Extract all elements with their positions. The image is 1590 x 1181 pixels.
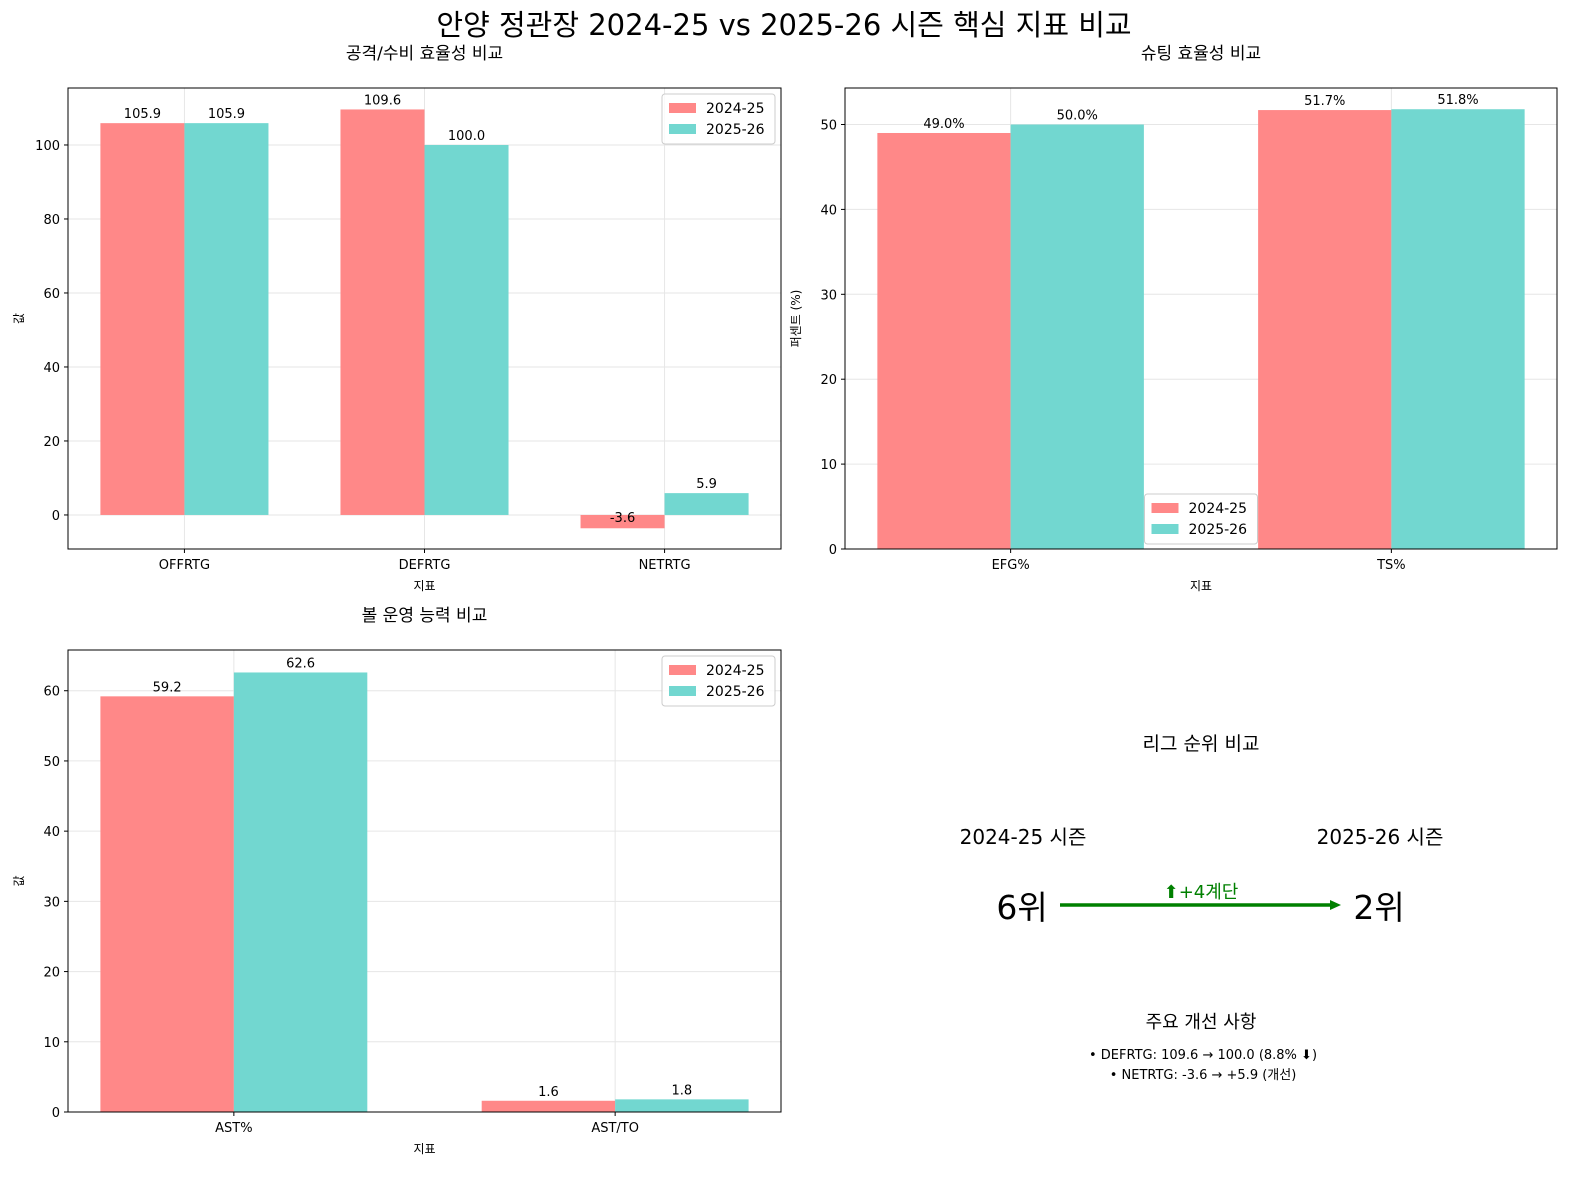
y-tick-label: 40 xyxy=(43,825,60,840)
legend-label: 2025-26 xyxy=(706,122,765,138)
axes-frame xyxy=(67,649,782,1113)
chart-3: 0 10 20 30 40 50 60 59.2 1.6 62.6 1.8 AST% AST/TO 볼 운… xyxy=(12,606,782,1156)
rank-arrow-head xyxy=(1330,900,1341,910)
data-label: 51.8% xyxy=(1437,93,1478,108)
x-tick-label: DEFRTG xyxy=(399,558,451,573)
bar-2024-25-TS% xyxy=(1258,110,1392,549)
y-tick-label: 20 xyxy=(43,435,60,450)
data-label: 100.0 xyxy=(448,129,485,144)
bar-2025-26-TS% xyxy=(1391,109,1525,550)
x-axis-label: 지표 xyxy=(1190,579,1212,593)
y-tick-label: 40 xyxy=(820,203,837,218)
legend-label: 2024-25 xyxy=(1189,501,1248,517)
bar-2024-25-AST/TO xyxy=(481,1100,616,1112)
y-axis-label: 값 xyxy=(12,313,26,324)
rank-left-value: 6위 xyxy=(996,888,1048,927)
y-axis-label: 값 xyxy=(12,875,26,886)
bar-2024-25-NETRTG xyxy=(580,514,665,529)
rank-left-season: 2024-25 시즌 xyxy=(959,825,1087,849)
bar-2025-26-AST/TO xyxy=(615,1099,749,1112)
data-label: 62.6 xyxy=(286,656,315,671)
rank-right-season: 2025-26 시즌 xyxy=(1316,825,1444,849)
y-tick-label: 80 xyxy=(43,213,60,228)
chart-title: 공격/수비 효율성 비교 xyxy=(346,44,503,64)
chart-title: 볼 운영 능력 비교 xyxy=(362,606,488,626)
improve-item: • NETRTG: -3.6 → +5.9 (개선) xyxy=(1109,1068,1297,1083)
rank-right-value: 2위 xyxy=(1353,888,1405,927)
chart-title: 슈팅 효율성 비교 xyxy=(1141,44,1261,64)
data-label: 105.9 xyxy=(208,107,245,122)
legend-swatch xyxy=(1151,503,1179,513)
legend: 2024-25 2025-26 xyxy=(661,93,776,145)
bar-2024-25-OFFRTG xyxy=(100,123,185,515)
legend-label: 2024-25 xyxy=(706,663,765,679)
y-tick-label: 10 xyxy=(43,1036,60,1051)
bar-2025-26-NETRTG xyxy=(664,493,749,515)
x-tick-label: NETRTG xyxy=(639,558,691,573)
y-tick-label: 0 xyxy=(52,509,60,524)
chart-1: 0 20 40 60 80 100 105.9 109.6 -3.6 105.9 100.0 5.9 O… xyxy=(12,44,782,593)
y-tick-label: 50 xyxy=(43,755,60,770)
data-label: 49.0% xyxy=(923,117,964,132)
x-axis-label: 지표 xyxy=(413,1142,435,1156)
bar-2025-26-DEFRTG xyxy=(424,144,509,515)
y-tick-label: 20 xyxy=(43,966,60,981)
data-label: 59.2 xyxy=(153,680,182,695)
data-label: 109.6 xyxy=(364,93,401,108)
data-label: 5.9 xyxy=(696,477,717,492)
x-tick-label: OFFRTG xyxy=(159,558,210,573)
y-axis-label: 퍼센트 (%) xyxy=(789,290,803,348)
y-tick-label: 60 xyxy=(43,287,60,302)
x-tick-label: EFG% xyxy=(992,558,1030,573)
figure-title: 안양 정관장 2024-25 vs 2025-26 시즌 핵심 지표 비교 xyxy=(436,8,1132,42)
data-label: 1.8 xyxy=(672,1083,693,1098)
y-tick-label: 20 xyxy=(820,373,837,388)
y-tick-label: 40 xyxy=(43,361,60,376)
bar-2024-25-DEFRTG xyxy=(340,109,425,515)
y-tick-label: 0 xyxy=(52,1106,60,1121)
legend-swatch xyxy=(669,124,696,134)
legend-swatch xyxy=(1151,524,1179,534)
y-tick-label: 10 xyxy=(820,458,837,473)
legend-label: 2025-26 xyxy=(706,684,765,700)
y-tick-label: 60 xyxy=(43,685,60,700)
bar-2025-26-EFG% xyxy=(1010,124,1144,550)
x-axis-label: 지표 xyxy=(413,579,435,593)
bar-2024-25-EFG% xyxy=(877,132,1011,549)
y-tick-label: 30 xyxy=(43,895,60,910)
legend-swatch xyxy=(669,686,696,696)
legend-label: 2024-25 xyxy=(706,101,765,117)
data-label: 51.7% xyxy=(1304,94,1345,109)
rank-change-label: ⬆+4계단 xyxy=(1163,882,1239,903)
y-tick-label: 50 xyxy=(820,119,837,134)
bar-2024-25-AST% xyxy=(100,696,234,1112)
chart-2: 0 10 20 30 40 50 49.0% 51.7% 50.0% 51.8% EFG% TS% 슈팅… xyxy=(789,44,1558,593)
improve-item: • DEFRTG: 109.6 → 100.0 (8.8% ⬇) xyxy=(1088,1048,1318,1063)
data-label: -3.6 xyxy=(610,511,635,526)
x-tick-label: AST/TO xyxy=(591,1121,639,1136)
legend: 2024-25 2025-26 xyxy=(1144,493,1258,545)
data-label: 105.9 xyxy=(124,107,161,122)
legend-label: 2025-26 xyxy=(1189,522,1248,538)
y-tick-label: 0 xyxy=(829,543,837,558)
data-label: 1.6 xyxy=(538,1085,559,1100)
legend: 2024-25 2025-26 xyxy=(661,655,776,707)
improve-title: 주요 개선 사항 xyxy=(1145,1012,1257,1033)
bar-2025-26-AST% xyxy=(233,672,368,1112)
x-tick-label: TS% xyxy=(1376,558,1406,573)
axes-frame xyxy=(844,87,1558,550)
legend-swatch xyxy=(669,103,696,113)
rank-title: 리그 순위 비교 xyxy=(1142,733,1260,755)
data-label: 50.0% xyxy=(1057,109,1098,124)
x-tick-label: AST% xyxy=(215,1121,252,1136)
y-tick-label: 100 xyxy=(35,139,60,154)
legend-swatch xyxy=(669,665,696,675)
bar-2025-26-OFFRTG xyxy=(184,123,269,515)
y-tick-label: 30 xyxy=(820,288,837,303)
